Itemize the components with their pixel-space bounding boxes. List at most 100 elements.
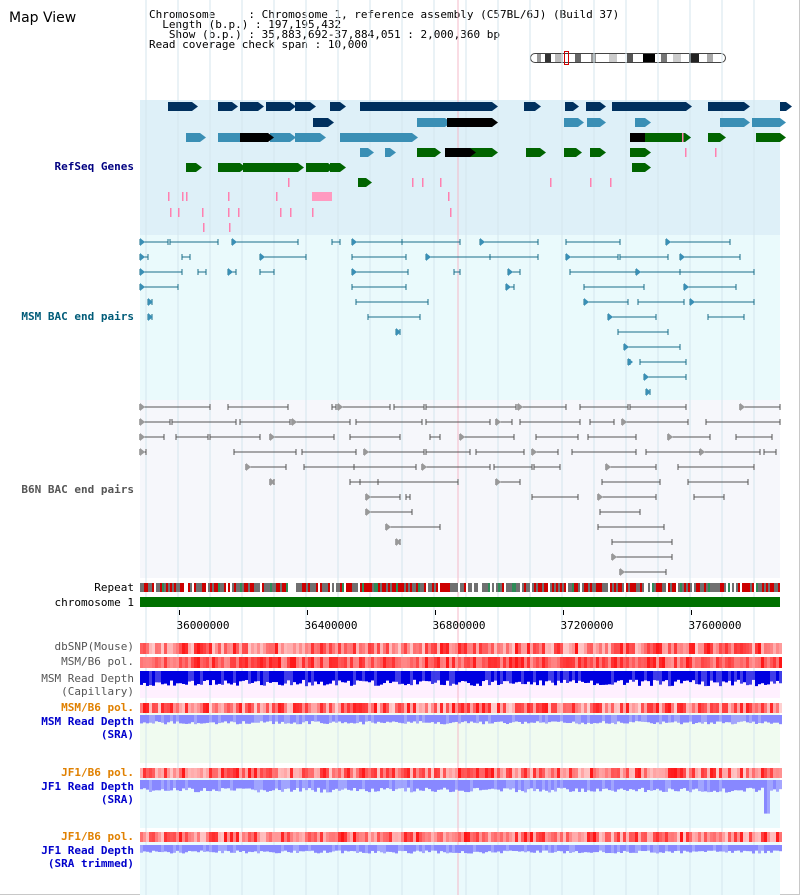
msm-bac-label[interactable]: MSM BAC end pairs (21, 310, 134, 323)
polymorphism-cell (671, 703, 674, 713)
read-depth-bar (587, 780, 590, 791)
read-depth-bar (569, 845, 572, 853)
repeat-segment (546, 583, 548, 592)
track-canvas[interactable]: 36000000 36400000 36800000 37200000 3760… (139, 0, 792, 895)
read-depth-bar (332, 715, 335, 722)
read-depth-bar (365, 715, 368, 722)
read-depth-bar (566, 780, 569, 790)
repeat-segment (682, 583, 684, 592)
read-depth-bar (668, 780, 671, 789)
read-depth-bar (641, 671, 644, 682)
read-depth-bar (413, 671, 416, 680)
polymorphism-cell (764, 832, 767, 842)
read-depth-bar (200, 845, 203, 851)
read-depth-bar (680, 845, 683, 854)
gene-exon-mark (458, 148, 460, 157)
polymorphism-cell (398, 832, 401, 842)
read-depth-bar (758, 715, 761, 723)
read-depth-bar (248, 780, 251, 789)
read-depth-bar (341, 780, 344, 790)
polymorphism-cell (284, 703, 287, 713)
gene-arrow (368, 148, 374, 157)
gene-arrow (645, 118, 651, 127)
chromosome-value: Chromosome 1, reference assembly (C57BL/… (261, 8, 620, 21)
read-depth-bar (365, 780, 368, 792)
read-depth-bar (629, 845, 632, 853)
gene-exon (526, 148, 540, 157)
polymorphism-cell (455, 643, 458, 654)
polymorphism-cell (581, 768, 584, 778)
bac-end-marker (666, 238, 671, 246)
repeat-segment (196, 583, 198, 592)
read-depth-bar (737, 715, 740, 723)
read-depth-bar (410, 671, 413, 686)
polymorphism-cell (626, 703, 629, 713)
gene-exon (266, 102, 290, 111)
polymorphism-cell (521, 832, 524, 842)
repeat-segment (508, 583, 510, 592)
repeat-segment (166, 583, 168, 592)
read-depth-bar (497, 780, 500, 790)
b6n-bac-label[interactable]: B6N BAC end pairs (21, 483, 134, 496)
chromosome-ideogram[interactable] (530, 53, 726, 63)
repeat-segment (362, 583, 364, 592)
polymorphism-cell (179, 768, 182, 778)
repeat-segment (170, 583, 172, 592)
repeat-segment (592, 583, 594, 592)
read-depth-bar (644, 671, 647, 681)
repeat-segment (532, 583, 534, 592)
read-depth-bar (446, 780, 449, 790)
polymorphism-cell (683, 768, 686, 778)
polymorphism-cell (350, 657, 353, 668)
polymorphism-cell (653, 657, 656, 668)
polymorphism-cell (461, 768, 464, 778)
polymorphism-cell (257, 643, 260, 654)
read-depth-bar (326, 671, 329, 685)
polymorphism-cell (593, 832, 596, 842)
bac-end-marker (636, 268, 641, 276)
polymorphism-cell (260, 657, 263, 668)
polymorphism-cell (389, 832, 392, 842)
repeat-segment (776, 583, 778, 592)
bac-end-marker (140, 418, 145, 426)
read-depth-bar (188, 845, 191, 851)
repeat-segment (232, 583, 234, 592)
read-depth-bar (755, 715, 758, 724)
polymorphism-cell (536, 643, 539, 654)
polymorphism-cell (491, 657, 494, 668)
polymorphism-cell (701, 657, 704, 668)
gene-arrow (578, 118, 584, 127)
repeat-segment (470, 583, 472, 592)
read-depth-bar (575, 780, 578, 789)
polymorphism-cell (368, 703, 371, 713)
gene-exon (330, 163, 340, 172)
gene-exon (635, 118, 645, 127)
polymorphism-cell (770, 657, 773, 668)
polymorphism-cell (713, 768, 716, 778)
polymorphism-cell (722, 768, 725, 778)
read-depth-bar (431, 845, 434, 851)
polymorphism-cell (569, 768, 572, 778)
read-depth-bar (239, 715, 242, 724)
read-depth-bar (692, 780, 695, 790)
polymorphism-cell (632, 703, 635, 713)
polymorphism-cell (218, 643, 221, 654)
polymorphism-cell (650, 657, 653, 668)
read-depth-bar (656, 715, 659, 723)
polymorphism-cell (377, 832, 380, 842)
repeat-segment (434, 583, 436, 592)
read-depth-bar (329, 671, 332, 684)
read-depth-bar (569, 715, 572, 723)
ideogram-position-marker[interactable] (564, 51, 569, 65)
polymorphism-cell (743, 643, 746, 654)
repeat-segment (258, 583, 260, 592)
polymorphism-cell (461, 703, 464, 713)
polymorphism-cell (155, 768, 158, 778)
coverage-key: Read coverage check span (149, 38, 308, 51)
polymorphism-cell (293, 643, 296, 654)
refseq-genes-label[interactable]: RefSeq Genes (54, 160, 134, 173)
gene-feature-tick (280, 208, 282, 217)
read-depth-bar (146, 845, 149, 852)
polymorphism-cell (743, 703, 746, 713)
read-depth-bar (608, 845, 611, 853)
